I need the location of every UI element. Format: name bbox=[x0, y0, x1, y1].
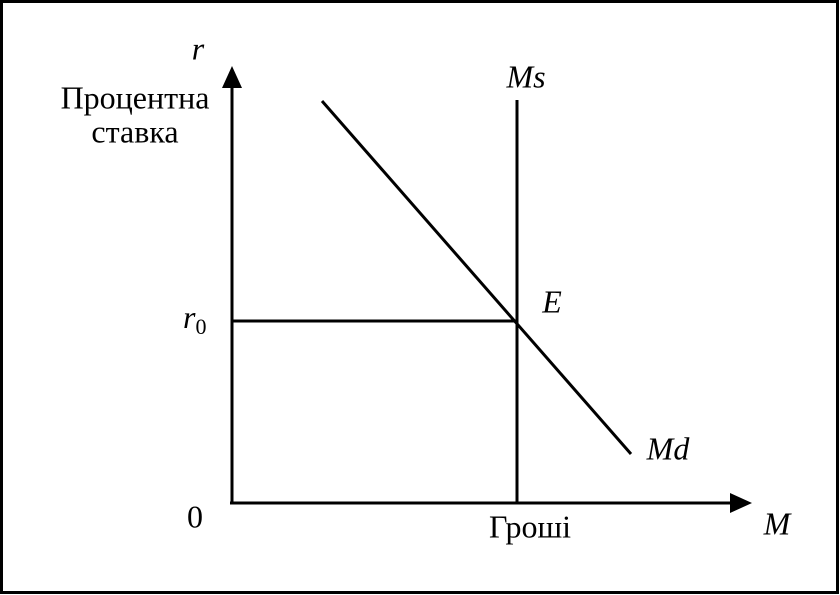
rate-subscript: 0 bbox=[195, 314, 206, 339]
rate-symbol: r bbox=[183, 299, 196, 335]
y-axis-symbol: r bbox=[192, 30, 205, 66]
equilibrium-point-label: E bbox=[541, 283, 562, 319]
y-axis-label: Процентна bbox=[61, 79, 210, 115]
equilibrium-rate-label: r0 bbox=[183, 299, 206, 339]
x-axis-arrow bbox=[730, 493, 752, 513]
origin-label: 0 bbox=[187, 498, 203, 534]
x-axis-symbol: M bbox=[763, 505, 793, 541]
supply-label: Ms bbox=[505, 58, 545, 94]
y-axis-arrow bbox=[222, 66, 242, 88]
y-axis-label: ставка bbox=[91, 113, 178, 149]
demand-label: Md bbox=[646, 430, 691, 466]
x-axis-label: Гроші bbox=[489, 508, 571, 544]
demand-curve bbox=[320, 100, 633, 455]
